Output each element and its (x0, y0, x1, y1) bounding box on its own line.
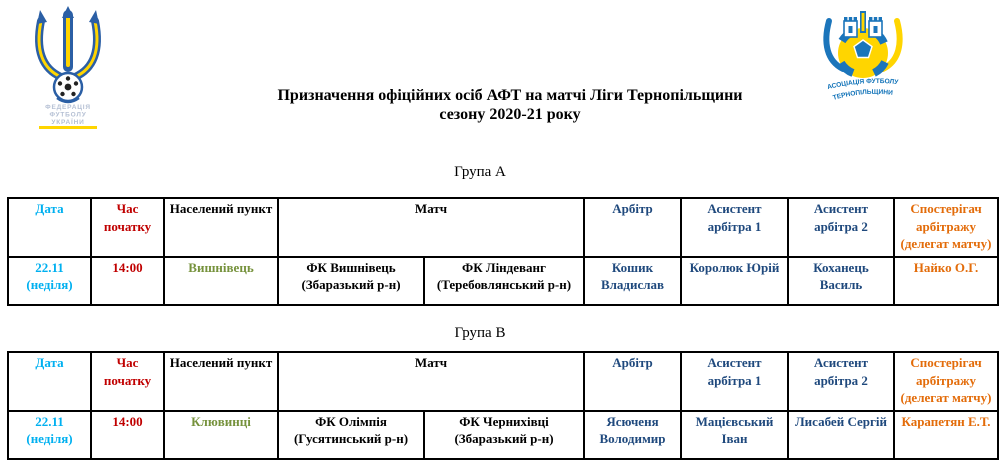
aft-ball-castle-icon: АСОЦІАЦІЯ ФУТБОЛУ ТЕРНОПІЛЬЩИНИ (823, 11, 903, 102)
table-row: 22.11 (неділя) 14:00 Вишнівець ФК Вишнів… (7, 255, 999, 306)
away-team-cell: ФК Чернихівці (Збаразький р-н) (423, 409, 585, 460)
header-assistant1: Асистент арбітра 1 (680, 197, 789, 258)
ffu-caption-line-3: УКРАЇНИ (51, 118, 84, 126)
document-title-line-2: сезону 2020-21 року (439, 105, 581, 123)
observer-cell: Найко О.Г. (893, 255, 999, 306)
time-cell: 14:00 (90, 409, 165, 460)
ffu-logo: ФЕДЕРАЦІЯ ФУТБОЛУ УКРАЇНИ (15, 5, 121, 134)
ffu-caption-line-1: ФЕДЕРАЦІЯ (45, 104, 91, 111)
header-assistant2: Асистент арбітра 2 (787, 351, 895, 412)
ffu-yellow-underline (39, 126, 97, 129)
header-assistant2: Асистент арбітра 2 (787, 197, 895, 258)
header-date: Дата (7, 197, 92, 258)
document-title-line-1: Призначення офіційних осіб АФТ на матчі … (277, 87, 743, 104)
header-match: Матч (277, 351, 585, 412)
ffu-trident-icon: ФЕДЕРАЦІЯ ФУТБОЛУ УКРАЇНИ (35, 6, 101, 129)
group-b-header-row: Дата Час початку Населений пункт Матч Ар… (7, 351, 999, 412)
group-b-heading: Група В (454, 325, 506, 341)
header-assistant1: Асистент арбітра 1 (680, 351, 789, 412)
assistant1-cell: Королюк Юрій (680, 255, 789, 306)
assistant1-cell: Мацієвський Іван (680, 409, 789, 460)
table-row: 22.11 (неділя) 14:00 Клювинці ФК Олімпія… (7, 409, 999, 460)
settlement-cell: Вишнівець (163, 255, 279, 306)
home-team-cell: ФК Олімпія (Гусятинський р-н) (277, 409, 425, 460)
header-referee: Арбітр (583, 351, 682, 412)
group-a-table: Дата Час початку Населений пункт Матч Ар… (7, 197, 999, 306)
time-cell: 14:00 (90, 255, 165, 306)
header-observer: Спостерігач арбітражу (делегат матчу) (893, 197, 999, 258)
header-referee: Арбітр (583, 197, 682, 258)
assistant2-cell: Лисабей Сергій (787, 409, 895, 460)
header-match: Матч (277, 197, 585, 258)
header-observer: Спостерігач арбітражу (делегат матчу) (893, 351, 999, 412)
header-time: Час початку (90, 197, 165, 258)
group-a-header-row: Дата Час початку Населений пункт Матч Ар… (7, 197, 999, 258)
header-settlement: Населений пункт (163, 197, 279, 258)
home-team-cell: ФК Вишнівець (Збаразький р-н) (277, 255, 425, 306)
date-cell: 22.11 (неділя) (7, 409, 92, 460)
observer-cell: Карапетян Е.Т. (893, 409, 999, 460)
group-a-heading: Група А (454, 164, 506, 180)
document-title: Призначення офіційних осіб АФТ на матчі … (20, 87, 1000, 124)
aft-logo: АСОЦІАЦІЯ ФУТБОЛУ ТЕРНОПІЛЬЩИНИ (813, 7, 913, 110)
date-cell: 22.11 (неділя) (7, 255, 92, 306)
assistant2-cell: Коханець Василь (787, 255, 895, 306)
settlement-cell: Клювинці (163, 409, 279, 460)
referee-cell: Кошик Владислав (583, 255, 682, 306)
castle-towers (843, 17, 883, 38)
header-time: Час початку (90, 351, 165, 412)
referee-cell: Ясюченя Володимир (583, 409, 682, 460)
group-b-table: Дата Час початку Населений пункт Матч Ар… (7, 351, 999, 460)
header-date: Дата (7, 351, 92, 412)
header-settlement: Населений пункт (163, 351, 279, 412)
ffu-caption-line-2: ФУТБОЛУ (49, 112, 86, 119)
away-team-cell: ФК Ліндеванг (Теребовлянський р-н) (423, 255, 585, 306)
